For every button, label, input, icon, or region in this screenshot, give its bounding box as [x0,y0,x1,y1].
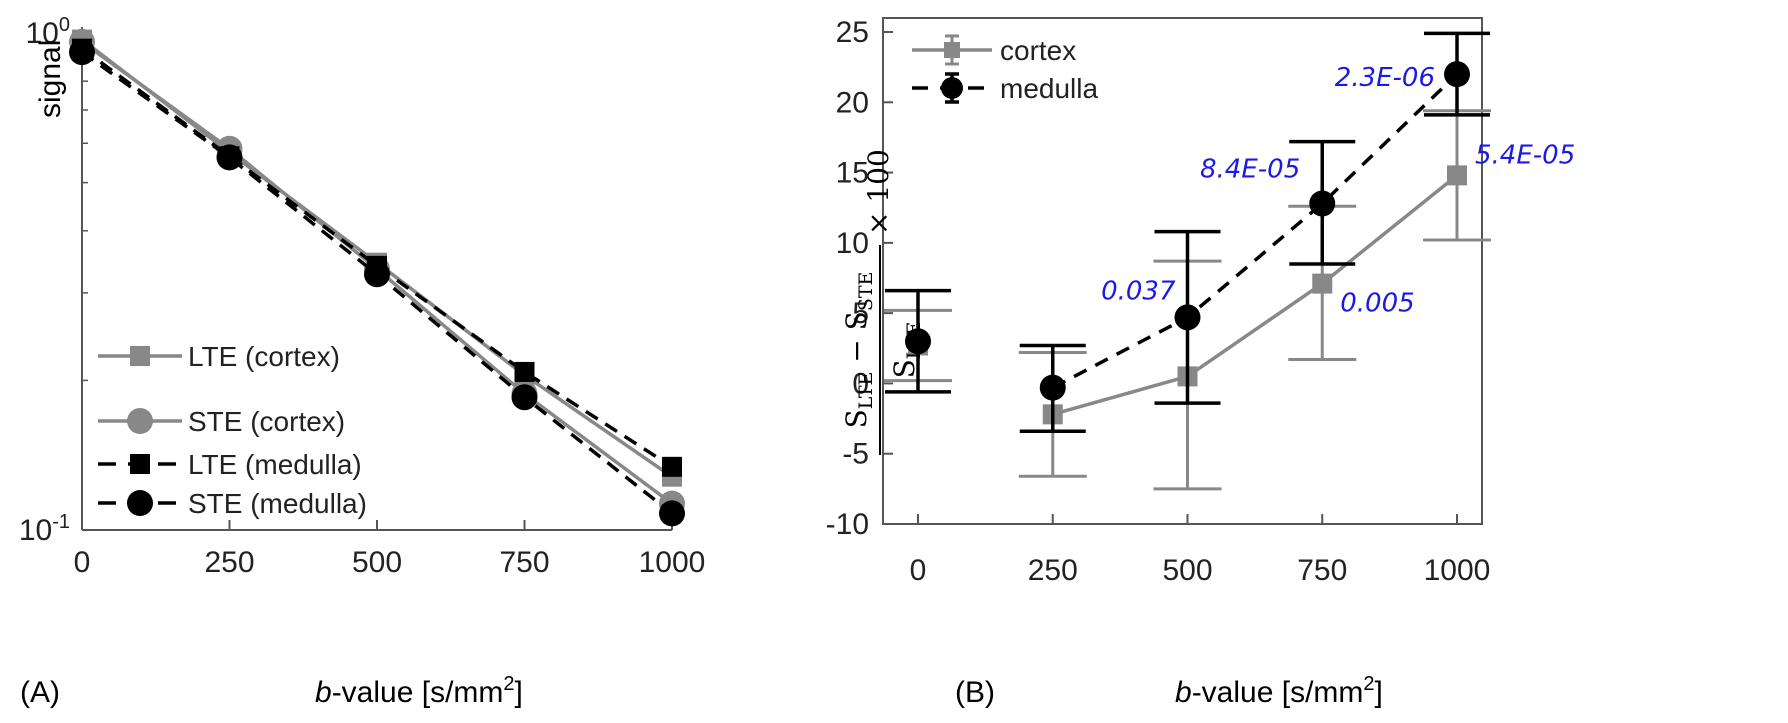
data-point [659,500,685,527]
y-tick-label: 15 [836,157,869,190]
legend-marker [127,490,153,516]
legend-marker [130,346,150,366]
legend-label: STE (medulla) [188,488,367,519]
ylabel-factor: × 100 [862,149,895,235]
x-tick-label: 500 [352,546,402,579]
data-point [216,144,243,171]
p-value-annotation: 2.3E-06 [1335,63,1435,93]
y-tick-exp: 0 [59,14,70,36]
p-value-annotation: 0.037 [1101,276,1176,306]
x-tick-label: 0 [910,554,927,587]
panel-b-annotations: 2.3E-06 5.4E-05 8.4E-05 0.005 0.037 [1101,63,1575,318]
panel-b-axes: 25 20 15 10 5 0 -5 -10 0 250 500 750 1000 [826,16,1491,587]
y-tick-label: -5 [842,438,869,471]
ylabel-denominator: SLTE [888,322,925,379]
legend-label: medulla [1000,73,1098,104]
p-value-annotation: 0.005 [1340,289,1414,319]
y-tick-label: 10 [836,227,869,260]
series-line [1052,174,1459,417]
data-point [1444,61,1470,88]
data-point [1309,190,1336,217]
data-point [1174,304,1201,331]
panel-b-ylabel: SLTE − SSTE SLTE × 100 [840,149,925,455]
legend-marker [127,408,153,434]
plot-frame [882,17,1483,525]
x-tick-label: 250 [204,546,254,579]
data-point [662,456,682,477]
panel-a-legend: LTE (cortex) STE (cortex) LTE (medulla) STE… [98,341,367,519]
panel-b: 25 20 15 10 5 0 -5 -10 0 250 500 750 1000 2.3E-06 5.4… [826,16,1576,709]
data-point [511,384,538,411]
ylabel-numerator: SLTE − SSTE [840,272,877,429]
panel-a-xlabel: b-value [s/mm2] [315,673,523,709]
legend-label: STE (cortex) [188,406,345,437]
data-point [514,361,535,382]
panel-b-legend: cortex medulla [905,26,1110,106]
panel-b-xlabel: b-value [s/mm2] [1175,673,1383,709]
x-tick-label: 1000 [1424,554,1491,587]
y-tick-base: 10 [19,514,52,547]
y-tick-label: -10 [826,508,869,541]
data-point [1312,273,1333,294]
x-tick-label: 1000 [639,546,706,579]
legend-label: LTE (cortex) [188,341,340,372]
y-tick-label: 5 [852,297,869,330]
data-point [1447,165,1467,186]
x-tick-label: 250 [1028,554,1078,587]
y-tick-label: 0 [852,367,869,400]
legend-box [905,26,1110,106]
panel-b-series [884,31,1491,491]
panel-a-series [69,28,685,527]
legend-marker [944,42,960,58]
data-point [1039,374,1066,401]
panel-b-label: (B) [955,676,995,709]
panel-a-label: (A) [20,676,60,709]
x-tick-label: 750 [499,546,549,579]
legend-label: LTE (medulla) [188,449,362,480]
series-line [1051,72,1459,390]
data-point [905,328,931,355]
x-tick-label: 750 [1297,554,1347,587]
x-tick-label: 500 [1162,554,1212,587]
p-value-annotation: 8.4E-05 [1200,154,1300,184]
y-tick-label: 25 [836,16,869,49]
legend-label: cortex [1000,35,1076,66]
y-tick-label: 10-1 [19,511,70,547]
x-tick-label: 0 [74,546,91,579]
y-tick-base: 10 [26,17,59,50]
y-tick-exp: -1 [52,511,70,533]
y-tick-label: 20 [836,86,869,119]
legend-marker [941,77,963,99]
y-tick-label: 100 [26,14,71,50]
p-value-annotation: 5.4E-05 [1475,140,1575,170]
panel-a-ylabel: signal [34,40,67,118]
legend-marker [130,454,150,474]
data-point [69,39,95,66]
data-point [364,261,390,288]
